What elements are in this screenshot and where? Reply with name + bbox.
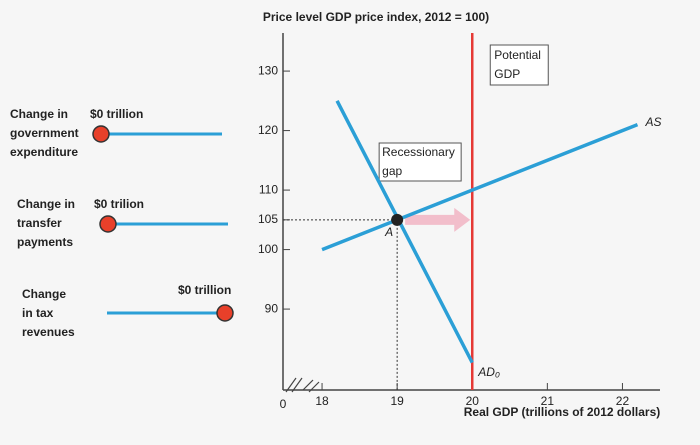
x-tick-label: 22: [616, 394, 630, 408]
x-tick-label: 20: [466, 394, 480, 408]
slider[interactable]: Change in tax revenues $0 trillion: [22, 283, 234, 339]
slider-label: Change in: [10, 107, 68, 121]
potential-gdp-label: GDP: [494, 67, 520, 81]
slider-label: in tax: [22, 306, 54, 320]
slider-label: Change in: [17, 197, 75, 211]
slider-knob[interactable]: [92, 125, 110, 143]
point: [391, 213, 404, 226]
y-tick-label: 120: [258, 123, 278, 137]
potential-gdp-label: Potential: [494, 48, 541, 62]
x-tick-label: 21: [541, 394, 555, 408]
x-tick-label: 18: [315, 394, 329, 408]
potential-gdp-box: [489, 44, 549, 86]
slider-label: payments: [17, 235, 73, 249]
gap-arrow: [405, 207, 471, 232]
curve-label: AS: [644, 115, 661, 129]
slider-label: government: [10, 126, 79, 140]
slider-knob[interactable]: [216, 304, 234, 322]
gap-label: Recessionary: [382, 145, 455, 159]
slider[interactable]: Change in transfer payments $0 trilion: [17, 197, 228, 249]
curve: [321, 123, 639, 252]
slider-value: $0 trillion: [178, 283, 231, 297]
curve: [335, 100, 474, 364]
y-tick-label: 130: [258, 63, 278, 77]
chart-title: Price level GDP price index, 2012 = 100): [263, 10, 489, 24]
curve-label: AD₀: [477, 365, 500, 379]
x-axis-label: Real GDP (trillions of 2012 dollars): [464, 405, 661, 419]
y-tick-label: 110: [259, 182, 278, 196]
y-tick-label: 90: [265, 301, 279, 315]
axis-break: [285, 377, 320, 393]
slider-value: $0 trillion: [90, 107, 143, 121]
point-label: A: [384, 225, 393, 239]
slider[interactable]: Change in government expenditure $0 trillio…: [10, 107, 222, 159]
slider-label: Change: [22, 287, 66, 301]
slider-label: transfer: [17, 216, 62, 230]
gap-box: [378, 142, 462, 182]
x-origin-label: 0: [280, 397, 287, 411]
y-tick-label: 100: [258, 242, 278, 256]
slider-label: revenues: [22, 325, 75, 339]
x-tick-label: 19: [390, 394, 404, 408]
slider-knob[interactable]: [99, 215, 117, 233]
gap-label: gap: [382, 164, 402, 178]
y-tick-label: 105: [258, 212, 278, 226]
slider-value: $0 trilion: [94, 197, 144, 211]
slider-label: expenditure: [10, 145, 78, 159]
